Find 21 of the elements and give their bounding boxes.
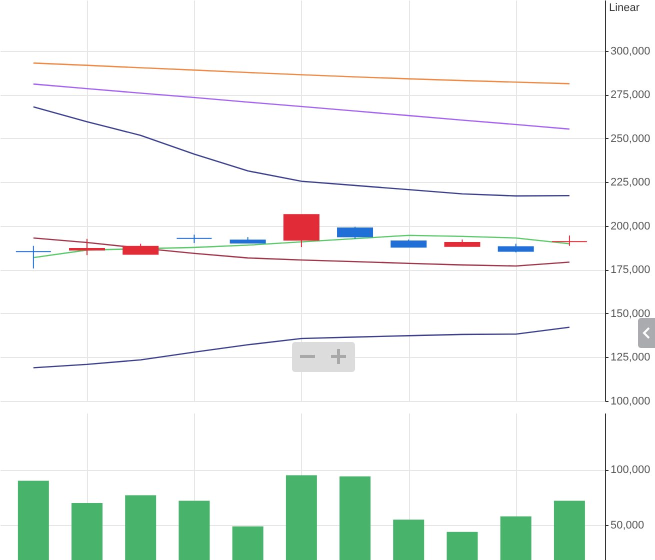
- y-tick-label: 50,000: [610, 520, 644, 532]
- line-series: [32, 326, 570, 368]
- text: Linear: [609, 2, 640, 14]
- y-tick-label: 150,000: [610, 308, 650, 320]
- line-series: [32, 83, 570, 130]
- candlestick: [15, 245, 52, 269]
- y-tick-label: 300,000: [610, 45, 650, 58]
- y-tick-label: 125,000: [610, 352, 650, 364]
- y-tick-label: 100,000: [610, 396, 650, 408]
- line-series: [32, 62, 570, 84]
- line-series: [32, 234, 570, 258]
- y-tick-label: 175,000: [610, 264, 650, 276]
- candlestick: [69, 238, 106, 256]
- line-series: [32, 106, 570, 197]
- y-tick-label: 225,000: [610, 176, 650, 189]
- y-tick-label: 275,000: [610, 89, 650, 102]
- y-tick-label: 100,000: [610, 464, 650, 476]
- y-tick-label: 200,000: [610, 220, 650, 232]
- candlestick: [551, 235, 588, 246]
- line-series: [32, 237, 570, 267]
- y-tick-label: 250,000: [610, 132, 650, 145]
